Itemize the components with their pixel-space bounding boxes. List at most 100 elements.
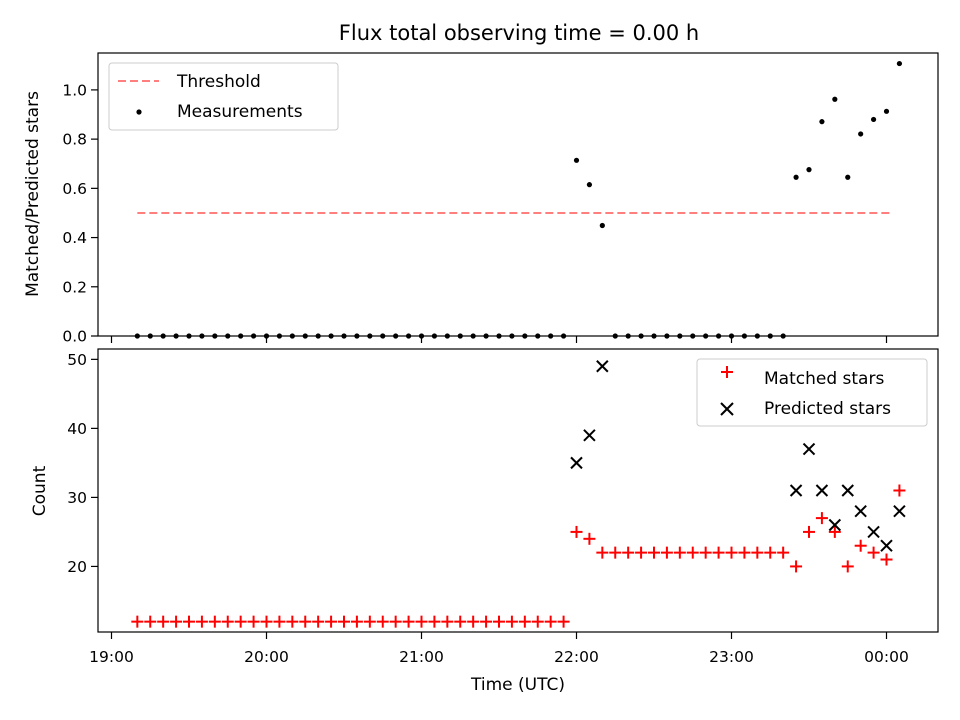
bottom-y-tick-label: 20	[67, 558, 87, 576]
predicted-star-point	[893, 505, 906, 518]
matched-star-point	[389, 615, 402, 628]
matched-star-point	[764, 546, 777, 559]
matched-star-point	[570, 525, 583, 538]
matched-star-point	[893, 484, 906, 497]
matched-star-point	[531, 615, 544, 628]
x-tick-label: 22:00	[554, 648, 599, 666]
matched-star-point	[299, 615, 312, 628]
x-axis-label: Time (UTC)	[470, 675, 565, 695]
predicted-star-point	[854, 505, 867, 518]
bottom-y-ticks: 20 30 40 50	[67, 351, 98, 576]
matched-star-point	[260, 615, 273, 628]
top-x-ticks	[110, 336, 888, 343]
matched-star-point	[557, 615, 570, 628]
legend-predicted-label: Predicted stars	[764, 399, 891, 419]
predicted-legend-swatch	[720, 402, 734, 416]
x-tick-label: 21:00	[399, 648, 444, 666]
bottom-y-tick-label: 30	[67, 489, 87, 507]
predicted-star-point	[880, 539, 893, 552]
measurement-point	[883, 108, 890, 114]
top-y-tick-label: 0.2	[62, 278, 87, 296]
bottom-legend: Matched stars Predicted stars	[696, 358, 928, 427]
top-legend: Threshold Measurements	[108, 62, 339, 131]
measurement-point	[832, 96, 838, 102]
top-y-tick-label: 0.6	[62, 180, 87, 198]
matched-star-point	[790, 560, 803, 573]
measurement-point	[806, 167, 812, 173]
matched-star-point	[441, 615, 454, 628]
top-y-tick-label: 0.4	[62, 229, 87, 247]
top-y-tick-label: 0.0	[62, 328, 87, 346]
matched-star-point	[363, 615, 376, 628]
predicted-star-point	[583, 429, 596, 442]
matched-star-point	[402, 615, 415, 628]
matched-star-point	[880, 553, 893, 566]
matched-star-point	[273, 615, 286, 628]
bottom-y-tick-label: 40	[67, 420, 87, 438]
matched-star-point	[841, 560, 854, 573]
matched-star-point	[428, 615, 441, 628]
matched-star-point	[777, 546, 790, 559]
matched-star-point	[815, 512, 828, 525]
matched-star-point	[170, 615, 183, 628]
matched-star-point	[415, 615, 428, 628]
matched-star-point	[208, 615, 221, 628]
measurement-point	[586, 182, 593, 188]
matched-star-point	[673, 546, 686, 559]
x-tick-label: 19:00	[89, 648, 134, 666]
measurement-point	[870, 116, 877, 123]
matched-star-point	[195, 615, 208, 628]
predicted-star-point	[789, 484, 803, 497]
matched-star-point	[854, 539, 867, 552]
matched-star-point	[622, 546, 635, 559]
matched-star-point	[699, 546, 712, 559]
matched-star-point	[157, 615, 170, 628]
top-legend-box	[108, 62, 339, 131]
top-y-tick-label: 1.0	[62, 81, 87, 99]
top-axes-frame	[97, 52, 939, 337]
matched-star-point	[609, 546, 622, 559]
bottom-legend-box	[696, 358, 928, 427]
legend-matched-label: Matched stars	[764, 369, 884, 389]
matched-star-point	[144, 615, 157, 628]
matched-star-point	[131, 615, 144, 628]
matched-star-point	[648, 546, 660, 559]
bottom-y-tick-label: 50	[67, 351, 87, 369]
matched-star-point	[596, 546, 609, 559]
top-y-ticks: 0.0 0.2 0.4 0.6 0.8 1.0	[62, 81, 98, 346]
measurement-point	[858, 131, 864, 137]
measurements-legend-swatch	[136, 109, 142, 115]
predicted-star-point	[570, 456, 583, 470]
predicted-star-point	[828, 518, 842, 532]
predicted-star-point	[596, 360, 609, 373]
matched-star-point	[350, 615, 363, 628]
matched-star-point	[376, 615, 389, 628]
matched-star-point	[493, 615, 505, 628]
legend-measurements-label: Measurements	[177, 102, 303, 122]
matched-star-point	[712, 546, 725, 559]
x-tick-label: 23:00	[709, 648, 754, 666]
matched-star-point	[583, 532, 596, 545]
matched-star-point	[660, 546, 673, 559]
matched-star-point	[338, 615, 350, 628]
measurement-point	[599, 222, 605, 229]
matched-star-point	[635, 546, 648, 559]
legend-threshold-label: Threshold	[176, 72, 261, 92]
matched-star-point	[325, 615, 338, 628]
matched-star-point	[480, 615, 493, 628]
matched-star-point	[505, 615, 518, 628]
predicted-star-point	[867, 525, 880, 539]
bottom-axes-frame	[97, 348, 939, 633]
measurement-point	[819, 119, 825, 125]
top-y-tick-label: 0.8	[62, 131, 87, 149]
matched-star-point	[867, 546, 880, 559]
matched-star-point	[234, 615, 247, 628]
matched-star-point	[247, 615, 260, 628]
bottom-plot-area	[131, 360, 906, 628]
matched-star-point	[454, 615, 467, 628]
matched-star-point	[686, 546, 699, 559]
measurement-point	[793, 174, 799, 180]
measurement-point	[573, 157, 580, 163]
matched-star-point	[518, 615, 531, 628]
